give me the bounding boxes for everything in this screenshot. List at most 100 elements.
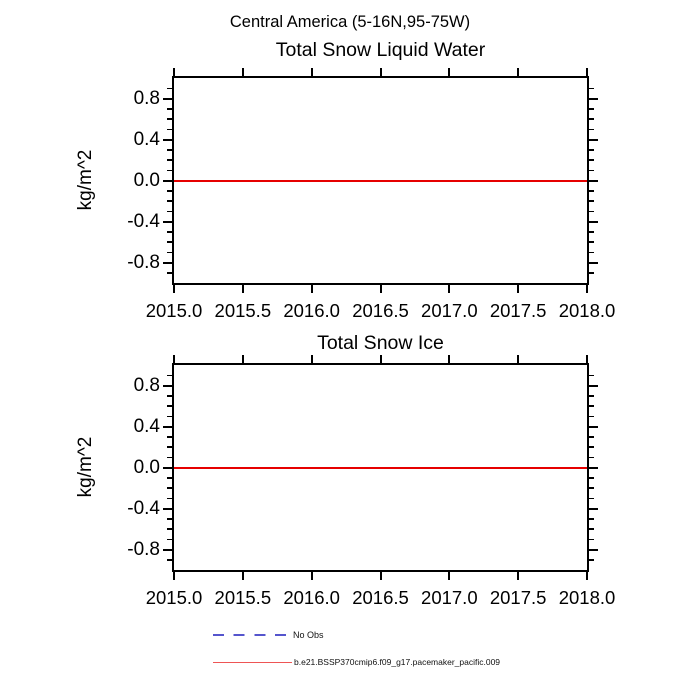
y-major-tick [163, 261, 172, 264]
y-tick-label: 0.4 [133, 128, 160, 150]
x-major-tick [517, 572, 520, 580]
y-tick-label: 0.8 [133, 374, 160, 396]
legend-label-model-case: b.e21.BSSP370cmip6.f09_g17.pacemaker_pac… [294, 657, 501, 667]
x-major-tick [379, 68, 382, 76]
x-tick-label: 2017.5 [489, 587, 547, 608]
y-minor-tick [167, 559, 172, 561]
y-minor-tick [589, 446, 594, 448]
y-minor-tick [167, 415, 172, 417]
x-major-tick [448, 355, 451, 363]
x-major-tick [586, 285, 588, 293]
y-minor-tick [589, 415, 594, 417]
y-minor-tick [589, 231, 594, 233]
y-minor-tick [167, 395, 172, 397]
y-major-tick [589, 466, 598, 469]
x-major-tick [173, 572, 175, 580]
y-minor-tick [167, 487, 172, 489]
y-minor-tick [167, 210, 172, 212]
series-line [174, 466, 587, 469]
y-tick-label: 0.8 [133, 87, 160, 109]
y-minor-tick [167, 497, 172, 499]
y-minor-tick [589, 528, 594, 530]
x-major-tick [586, 355, 588, 363]
x-major-tick [310, 355, 313, 363]
y-minor-tick [589, 210, 594, 212]
y-minor-tick [589, 241, 594, 243]
y-tick-label: -0.4 [127, 210, 160, 232]
y-minor-tick [167, 118, 172, 120]
y-minor-tick [589, 149, 594, 151]
y-minor-tick [589, 497, 594, 499]
panel1-plot-area: 2015.0 2015.5 2016.0 2016.5 2017.0 2017.5 2018… [127, 68, 615, 321]
y-minor-tick [167, 251, 172, 253]
x-tick-label: 2017.5 [489, 300, 547, 321]
x-tick-label: 2017.0 [421, 300, 478, 321]
x-major-tick [310, 68, 313, 76]
x-major-tick [173, 285, 175, 293]
x-tick-label: 2015.5 [214, 587, 272, 608]
y-minor-tick [589, 436, 594, 438]
y-minor-tick [589, 518, 594, 520]
y-major-tick [163, 179, 172, 182]
x-major-tick [517, 355, 520, 363]
x-major-tick [310, 572, 313, 580]
x-tick-label: 2018.0 [558, 300, 616, 321]
y-major-tick [589, 384, 598, 387]
x-major-tick [241, 285, 244, 293]
x-tick-label: 2015.0 [145, 587, 203, 608]
legend-label-no-obs: No Obs [293, 630, 324, 640]
y-minor-tick [589, 190, 594, 192]
y-minor-tick [167, 518, 172, 520]
y-minor-tick [589, 374, 594, 376]
y-minor-tick [589, 87, 594, 89]
y-minor-tick [589, 128, 594, 130]
x-major-tick [173, 68, 175, 76]
y-minor-tick [589, 487, 594, 489]
y-tick-label: -0.4 [127, 497, 160, 519]
x-tick-label: 2016.5 [352, 300, 409, 321]
x-tick-label: 2018.0 [558, 587, 616, 608]
panel2-plot-area: 2015.0 2015.5 2016.0 2016.5 2017.0 2017.5 2018… [127, 355, 615, 608]
x-major-tick [517, 285, 520, 293]
y-minor-tick [167, 538, 172, 540]
y-major-tick [589, 425, 598, 428]
y-minor-tick [167, 231, 172, 233]
y-minor-tick [167, 405, 172, 407]
x-major-tick [379, 572, 382, 580]
legend-line-model-case [213, 662, 292, 663]
y-minor-tick [589, 538, 594, 540]
x-major-tick [379, 355, 382, 363]
y-major-tick [163, 138, 172, 141]
main-title: Central America (5-16N,95-75W) [229, 13, 471, 31]
x-major-tick [586, 572, 588, 580]
y-major-tick [163, 97, 172, 100]
x-major-tick [241, 68, 244, 76]
y-tick-label: 0.4 [133, 415, 160, 437]
x-major-tick [310, 285, 313, 293]
x-major-tick [448, 572, 451, 580]
y-minor-tick [589, 251, 594, 253]
y-minor-tick [589, 559, 594, 561]
y-major-tick [589, 138, 598, 141]
x-major-tick [173, 355, 175, 363]
y-tick-label: 0.0 [133, 169, 160, 191]
legend-line-no-obs [213, 634, 286, 636]
panel1-title: Total Snow Liquid Water [275, 39, 486, 61]
y-minor-tick [167, 241, 172, 243]
y-major-tick [163, 220, 172, 223]
y-minor-tick [167, 159, 172, 161]
y-minor-tick [167, 190, 172, 192]
y-major-tick [589, 548, 598, 551]
y-minor-tick [589, 477, 594, 479]
y-minor-tick [167, 436, 172, 438]
y-minor-tick [167, 108, 172, 110]
x-tick-label: 2016.5 [352, 587, 409, 608]
y-minor-tick [167, 149, 172, 151]
series-line [174, 179, 587, 182]
y-major-tick [589, 261, 598, 264]
y-minor-tick [589, 108, 594, 110]
panel2-title: Total Snow Ice [317, 332, 444, 354]
y-minor-tick [589, 272, 594, 274]
y-tick-label: -0.8 [127, 251, 160, 273]
